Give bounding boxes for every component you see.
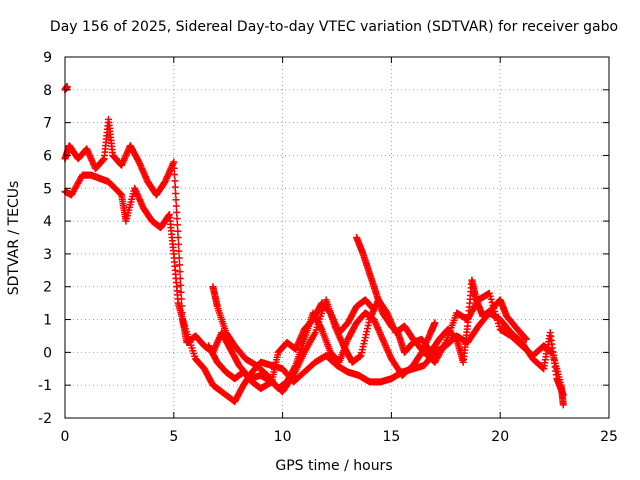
x-tick-label: 10 bbox=[274, 429, 292, 445]
data-point bbox=[176, 261, 184, 269]
data-point bbox=[173, 215, 181, 223]
x-tick-label: 15 bbox=[382, 429, 400, 445]
x-tick-label: 20 bbox=[491, 429, 509, 445]
data-point bbox=[174, 234, 182, 241]
y-tick-label: -2 bbox=[38, 411, 52, 427]
y-tick-label: 4 bbox=[43, 214, 52, 230]
y-tick-label: 1 bbox=[43, 313, 52, 329]
x-tick-label: 0 bbox=[61, 429, 70, 445]
data-points bbox=[61, 83, 567, 409]
data-point bbox=[176, 268, 184, 276]
y-axis-label: SDTVAR / TECUs bbox=[6, 181, 22, 296]
data-point bbox=[170, 164, 178, 172]
axis-ticks: 0 5 10 15 20 25 -2 -1 0 1 2 3 4 5 6 7 8 9 bbox=[38, 50, 618, 445]
plot-frame bbox=[64, 56, 610, 419]
y-tick-label: 5 bbox=[43, 181, 52, 197]
data-point bbox=[370, 306, 378, 314]
data-point bbox=[172, 196, 180, 204]
y-tick-label: 0 bbox=[43, 345, 52, 361]
y-tick-label: 6 bbox=[43, 148, 52, 164]
y-tick-label: 9 bbox=[43, 50, 52, 66]
y-tick-label: -1 bbox=[38, 378, 52, 394]
data-point bbox=[177, 281, 185, 289]
x-tick-label: 5 bbox=[169, 429, 178, 445]
data-point bbox=[559, 401, 567, 409]
data-point bbox=[431, 319, 439, 327]
gridlines bbox=[65, 57, 609, 418]
data-point bbox=[173, 208, 181, 216]
y-tick-label: 3 bbox=[43, 247, 52, 263]
data-point bbox=[177, 288, 185, 296]
y-tick-label: 8 bbox=[43, 83, 52, 99]
data-point bbox=[116, 190, 124, 198]
x-tick-label: 25 bbox=[600, 429, 618, 445]
data-point bbox=[559, 391, 567, 399]
x-axis-label: GPS time / hours bbox=[275, 458, 392, 474]
data-point bbox=[171, 171, 179, 179]
data-point bbox=[170, 158, 178, 166]
data-point bbox=[171, 177, 179, 185]
y-tick-label: 2 bbox=[43, 280, 52, 296]
data-point bbox=[171, 183, 179, 191]
chart-title: Day 156 of 2025, Sidereal Day-to-day VTE… bbox=[50, 19, 618, 35]
data-point bbox=[174, 227, 182, 235]
data-point bbox=[172, 202, 180, 210]
data-point bbox=[522, 335, 530, 343]
data-point bbox=[172, 189, 180, 197]
data-point bbox=[173, 221, 181, 229]
y-tick-label: 7 bbox=[43, 116, 52, 132]
